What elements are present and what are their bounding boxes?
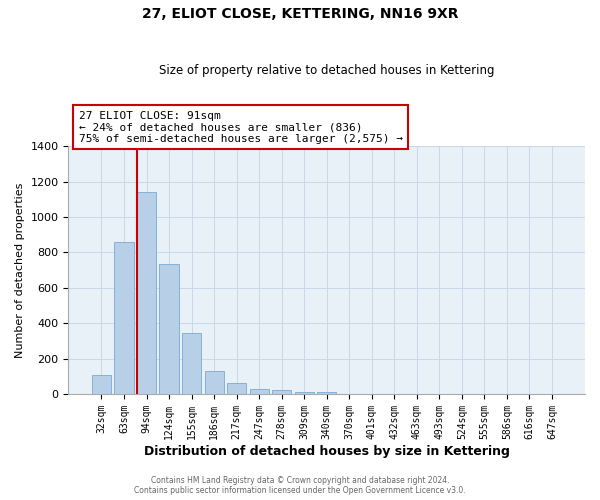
Bar [295,392,314,394]
Text: Contains HM Land Registry data © Crown copyright and database right 2024.
Contai: Contains HM Land Registry data © Crown c… [134,476,466,495]
Bar [205,371,224,394]
Bar [160,264,179,394]
Bar [227,384,246,394]
Bar [137,192,156,394]
Bar [250,388,269,394]
X-axis label: Distribution of detached houses by size in Kettering: Distribution of detached houses by size … [144,444,509,458]
Title: Size of property relative to detached houses in Kettering: Size of property relative to detached ho… [159,64,494,77]
Bar [115,242,134,394]
Text: 27 ELIOT CLOSE: 91sqm
← 24% of detached houses are smaller (836)
75% of semi-det: 27 ELIOT CLOSE: 91sqm ← 24% of detached … [79,110,403,144]
Bar [182,333,201,394]
Y-axis label: Number of detached properties: Number of detached properties [15,182,25,358]
Text: 27, ELIOT CLOSE, KETTERING, NN16 9XR: 27, ELIOT CLOSE, KETTERING, NN16 9XR [142,8,458,22]
Bar [272,390,291,394]
Bar [92,376,111,394]
Bar [317,392,336,394]
